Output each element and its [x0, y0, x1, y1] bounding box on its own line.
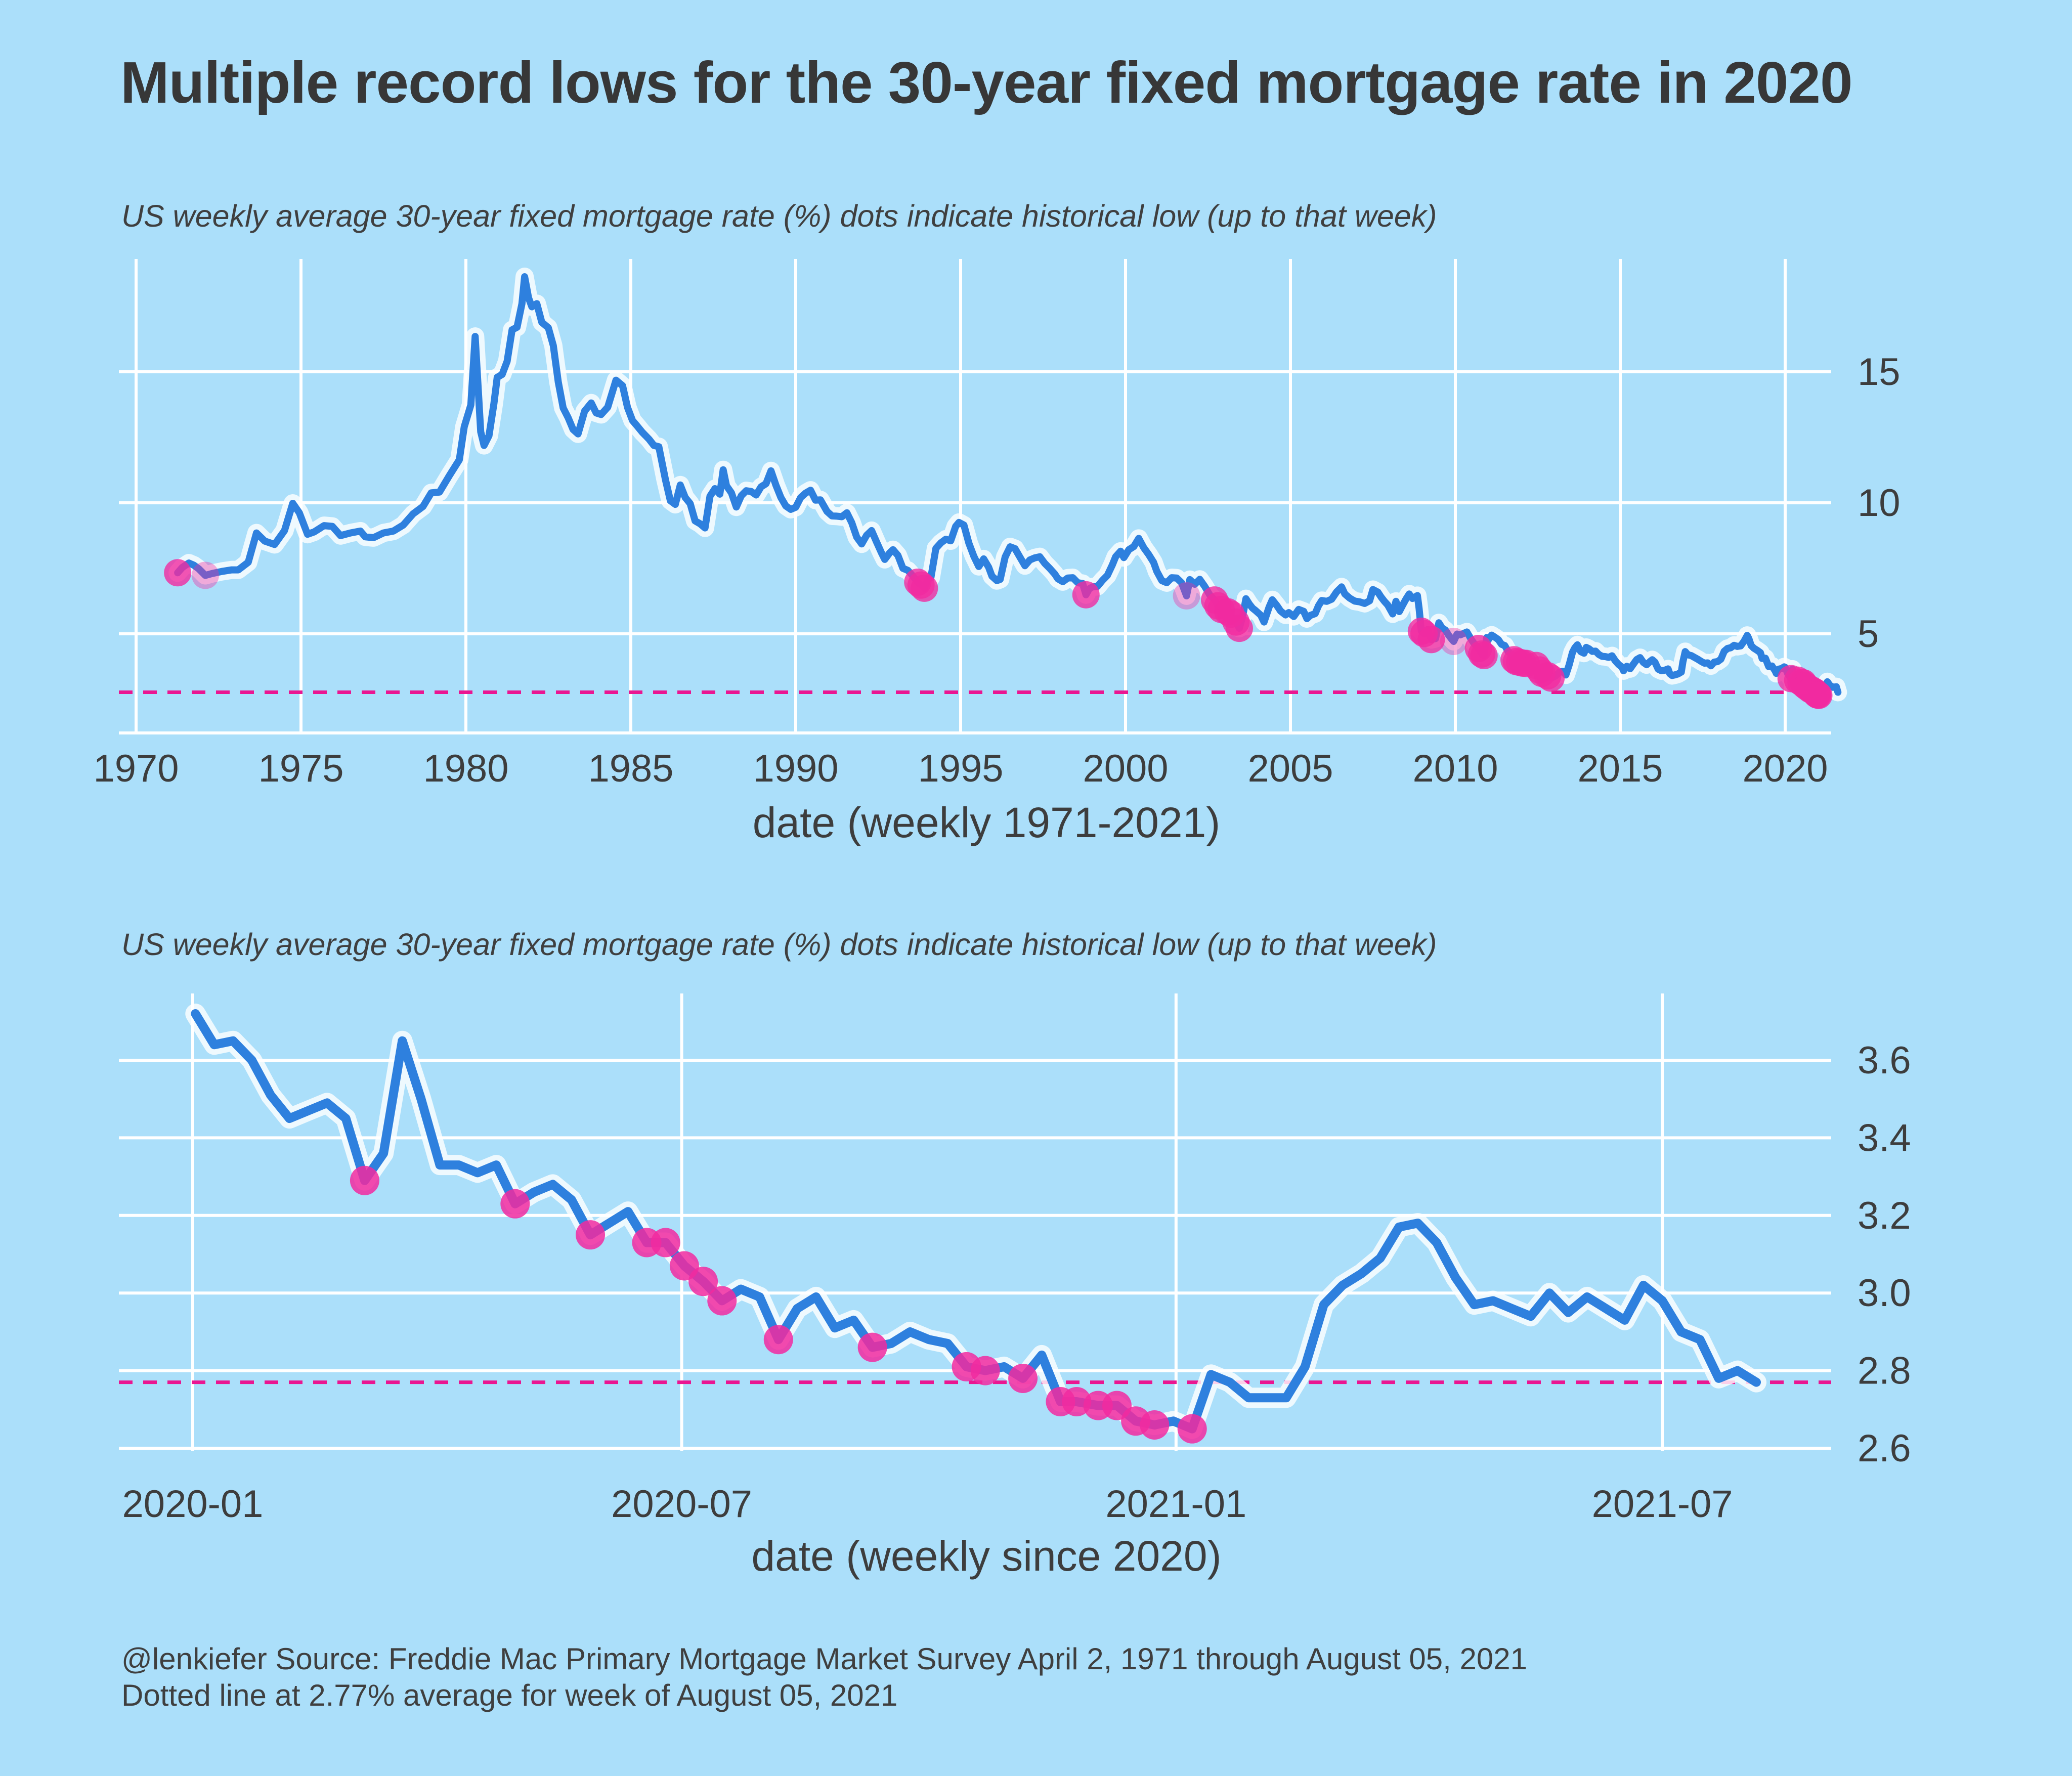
- x-tick-label: 2005: [1247, 747, 1333, 790]
- x-tick-label: 2020-07: [611, 1483, 752, 1526]
- record-low-dot: [1417, 626, 1445, 654]
- chart2-xaxis-title: date (weekly since 2020): [751, 1532, 1222, 1580]
- record-low-dot: [164, 559, 192, 587]
- record-low-dot: [1440, 628, 1467, 656]
- x-tick-label: 2015: [1577, 747, 1663, 790]
- record-low-dot: [576, 1220, 606, 1250]
- y-tick-label: 3.4: [1858, 1116, 1911, 1159]
- record-low-dot: [688, 1267, 718, 1296]
- record-low-dot: [191, 561, 219, 589]
- record-low-dot: [350, 1165, 379, 1195]
- x-tick-label: 2020: [1742, 747, 1828, 790]
- record-low-dot: [651, 1228, 680, 1258]
- record-low-dot: [1072, 581, 1100, 609]
- record-low-dot: [911, 574, 938, 602]
- x-tick-label: 2010: [1412, 747, 1498, 790]
- record-low-dot: [857, 1332, 887, 1362]
- y-tick-label: 2.6: [1858, 1427, 1911, 1470]
- footer-source-line: @lenkiefer Source: Freddie Mac Primary M…: [121, 1642, 1527, 1676]
- page-title: Multiple record lows for the 30-year fix…: [120, 50, 1852, 115]
- record-low-dot: [1470, 641, 1498, 669]
- x-tick-label: 1985: [588, 747, 673, 790]
- y-tick-label: 5: [1858, 613, 1879, 656]
- x-tick-label: 1980: [423, 747, 508, 790]
- x-tick-label: 1975: [258, 747, 343, 790]
- record-low-dot: [1008, 1363, 1038, 1393]
- x-tick-label: 2021-07: [1592, 1483, 1733, 1526]
- x-tick-label: 2000: [1083, 747, 1168, 790]
- record-low-dot: [1537, 664, 1565, 692]
- footer: @lenkiefer Source: Freddie Mac Primary M…: [121, 1641, 1527, 1714]
- x-tick-label: 1970: [93, 747, 179, 790]
- y-tick-label: 2.8: [1858, 1350, 1911, 1393]
- x-tick-label: 2021-01: [1105, 1483, 1246, 1526]
- y-tick-label: 10: [1858, 482, 1901, 525]
- y-tick-label: 3.2: [1858, 1194, 1911, 1237]
- chart1-xaxis-title: date (weekly 1971-2021): [752, 799, 1221, 846]
- chart1-subtitle: US weekly average 30-year fixed mortgage…: [121, 199, 1437, 233]
- x-tick-label: 1995: [918, 747, 1003, 790]
- record-low-dot: [970, 1356, 1000, 1385]
- chart2-subtitle: US weekly average 30-year fixed mortgage…: [121, 927, 1437, 962]
- record-low-dot: [500, 1189, 530, 1219]
- y-tick-label: 3.0: [1858, 1272, 1911, 1315]
- record-low-dot: [1173, 582, 1200, 610]
- record-low-dot: [1225, 615, 1253, 642]
- x-tick-label: 2020-01: [122, 1483, 264, 1526]
- x-tick-label: 1990: [753, 747, 838, 790]
- footer-note-line: Dotted line at 2.77% average for week of…: [121, 1678, 898, 1712]
- record-low-dot: [763, 1325, 793, 1355]
- y-tick-label: 3.6: [1858, 1039, 1911, 1082]
- y-tick-label: 15: [1858, 351, 1901, 394]
- record-low-dot: [1805, 681, 1833, 709]
- record-low-dot: [707, 1286, 737, 1316]
- record-low-dot: [1177, 1414, 1207, 1444]
- record-low-dot: [1140, 1410, 1170, 1440]
